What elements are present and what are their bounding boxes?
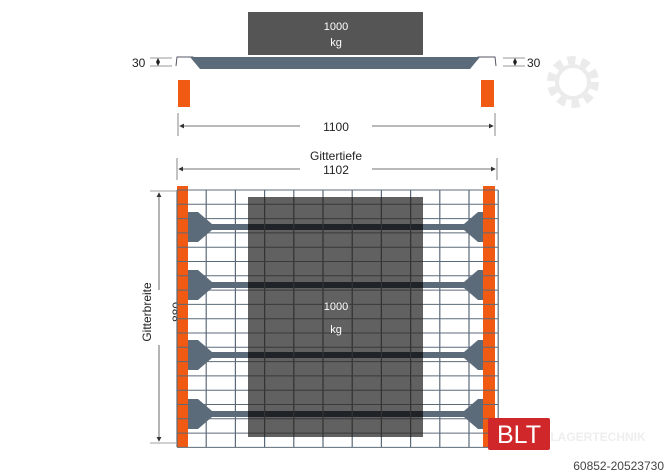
upright-left — [177, 186, 188, 447]
beam-under-load — [248, 282, 423, 288]
beam-under-load — [248, 411, 423, 417]
left-height-dim: 30 — [132, 56, 146, 70]
load-block — [248, 12, 423, 55]
span-dim: 1100 — [323, 120, 349, 134]
depth-value: 1102 — [323, 163, 349, 177]
svg-text:BLT: BLT — [497, 421, 541, 449]
depth-label: Gittertiefe — [310, 149, 362, 163]
upright-right — [483, 186, 495, 447]
load-block — [248, 197, 423, 437]
blt-logo: BLT LAGERTECHNIK — [488, 418, 646, 450]
right-height-dim: 30 — [527, 56, 541, 70]
load-unit: kg — [330, 37, 342, 49]
load-weight: 1000 — [324, 21, 348, 33]
beam-under-load — [248, 224, 423, 230]
load-unit: kg — [330, 324, 342, 336]
upright-right — [481, 80, 494, 107]
beam-under-load — [248, 352, 423, 358]
top-view: 1000 kg 30 30 1100 — [132, 12, 541, 136]
svg-text:LAGERTECHNIK: LAGERTECHNIK — [550, 430, 646, 444]
load-weight: 1000 — [324, 301, 348, 313]
gear-watermark-icon — [547, 56, 599, 108]
reference-number: 60852-20523730 — [573, 459, 664, 473]
upright-left — [178, 80, 190, 107]
width-label: Gitterbreite — [140, 282, 154, 342]
plan-view: Gittertiefe 1102 Gitterbreite 880 1000 k… — [140, 149, 499, 448]
